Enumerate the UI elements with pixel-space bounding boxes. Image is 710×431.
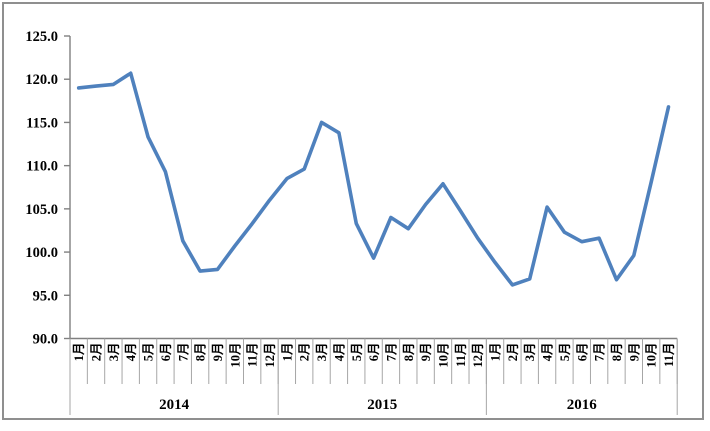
month-label: 8月 bbox=[402, 343, 416, 362]
y-axis: 125.0 120.0 115.0 110.0 105.0 100.0 95.0 90.0 bbox=[25, 29, 71, 348]
year-label: 2014 bbox=[159, 397, 190, 413]
y-tick-label: 110.0 bbox=[26, 159, 58, 175]
x-axis-month-labels: 1月 2月 3月 4月 5月 6月 7月 8月 9月 10月 11月 12月 1月 2月 3月 4月 5月 6月 7… bbox=[72, 343, 676, 368]
y-tick-label: 120.0 bbox=[25, 72, 58, 88]
month-label: 10月 bbox=[645, 343, 659, 368]
month-label: 2月 bbox=[298, 343, 312, 362]
month-label: 5月 bbox=[558, 343, 572, 362]
month-label: 9月 bbox=[627, 343, 641, 362]
y-tick-label: 105.0 bbox=[25, 202, 58, 218]
month-label: 3月 bbox=[107, 343, 121, 362]
month-label: 12月 bbox=[471, 343, 485, 368]
x-axis-year-labels: 2014 2015 2016 bbox=[159, 397, 597, 413]
data-series bbox=[76, 71, 671, 287]
month-label: 8月 bbox=[610, 343, 624, 362]
month-label: 6月 bbox=[159, 343, 173, 362]
month-label: 12月 bbox=[263, 343, 277, 368]
month-label: 4月 bbox=[332, 343, 346, 362]
month-label: 8月 bbox=[194, 343, 208, 362]
month-label: 5月 bbox=[350, 343, 364, 362]
month-label: 11月 bbox=[454, 343, 468, 367]
y-tick-label: 125.0 bbox=[25, 29, 58, 45]
month-label: 10月 bbox=[228, 343, 242, 368]
y-tick-label: 90.0 bbox=[33, 332, 58, 348]
month-label: 3月 bbox=[523, 343, 537, 362]
month-label: 10月 bbox=[436, 343, 450, 368]
month-label: 9月 bbox=[211, 343, 225, 362]
month-label: 7月 bbox=[176, 343, 190, 362]
month-label: 3月 bbox=[315, 343, 329, 362]
month-label: 1月 bbox=[72, 343, 86, 362]
month-label: 2月 bbox=[90, 343, 104, 362]
month-label: 4月 bbox=[541, 343, 555, 362]
month-label: 1月 bbox=[489, 343, 503, 362]
y-tick-label: 115.0 bbox=[26, 115, 58, 131]
month-label: 1月 bbox=[280, 343, 294, 362]
month-label: 5月 bbox=[142, 343, 156, 362]
month-label: 4月 bbox=[124, 343, 138, 362]
month-label: 2月 bbox=[506, 343, 520, 362]
month-label: 6月 bbox=[575, 343, 589, 362]
data-line bbox=[76, 71, 671, 287]
month-label: 7月 bbox=[593, 343, 607, 362]
month-label: 11月 bbox=[662, 343, 676, 367]
month-label: 6月 bbox=[367, 343, 381, 362]
month-label: 11月 bbox=[246, 343, 260, 367]
year-label: 2015 bbox=[367, 397, 397, 413]
month-label: 9月 bbox=[419, 343, 433, 362]
y-tick-label: 95.0 bbox=[33, 288, 58, 304]
year-label: 2016 bbox=[567, 397, 598, 413]
x-axis bbox=[69, 337, 678, 415]
month-label: 7月 bbox=[384, 343, 398, 362]
y-tick-label: 100.0 bbox=[25, 245, 58, 261]
